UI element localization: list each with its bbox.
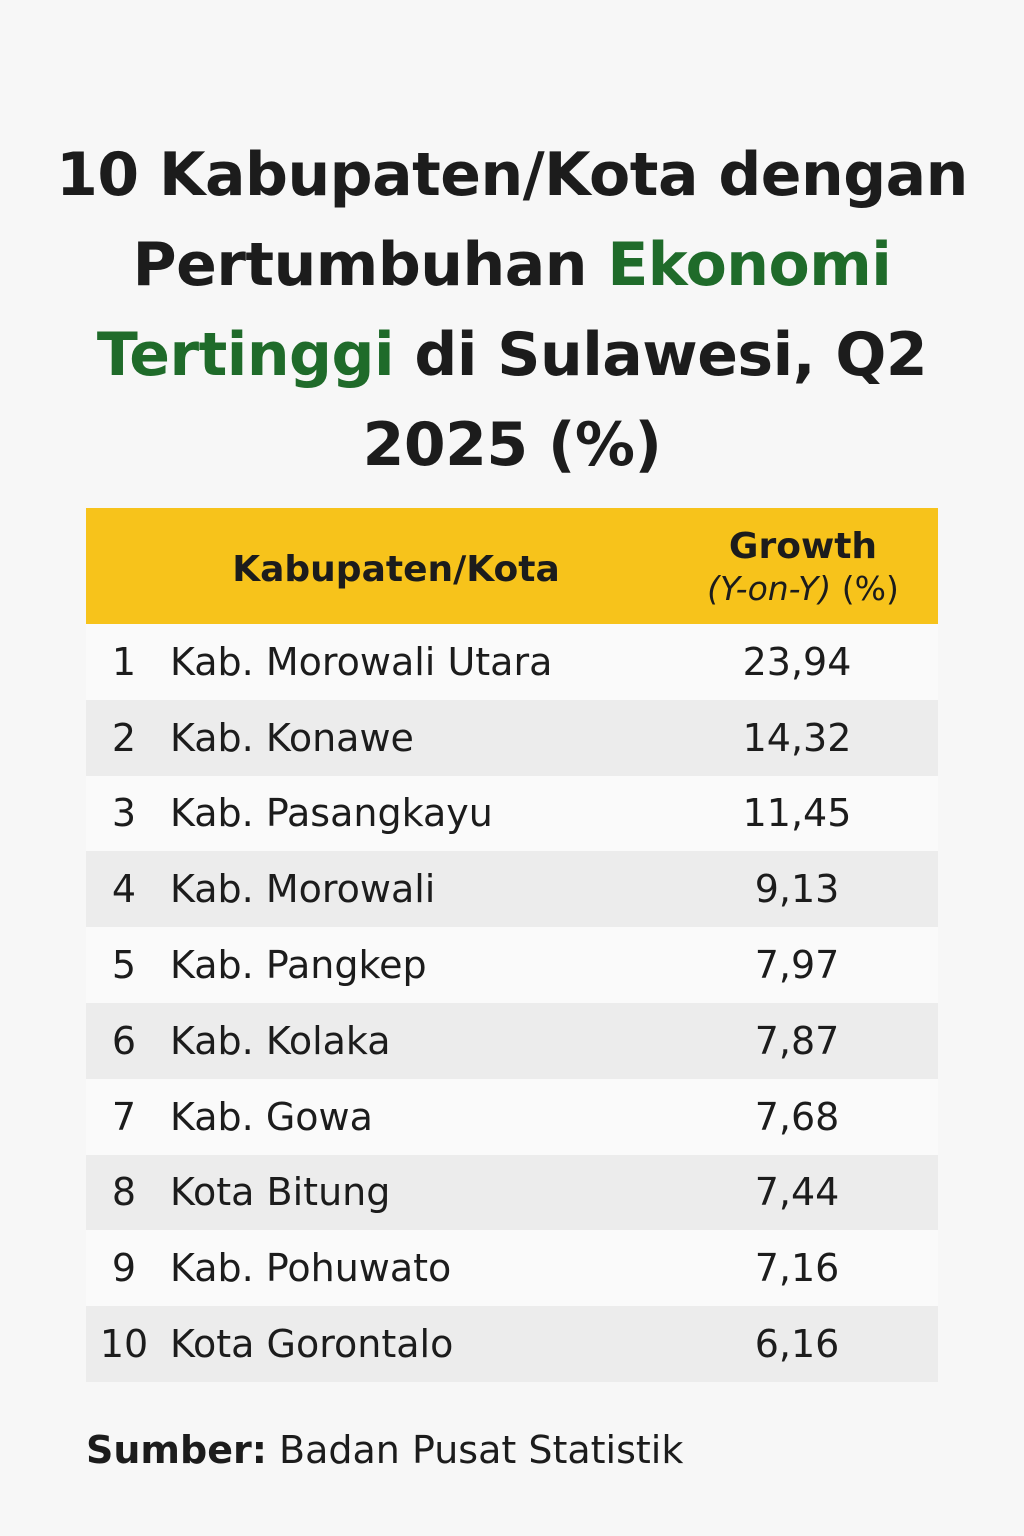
title-highlight: Ekonomi Tertinggi (96, 230, 892, 390)
value-cell: 7,44 (754, 1170, 840, 1215)
table-row: 3 Kab. Pasangkayu 11,45 (86, 775, 938, 852)
value-cell: 6,16 (754, 1322, 840, 1367)
table-body: 1 Kab. Morowali Utara 23,94 2 Kab. Konawe 14,… (86, 624, 938, 1382)
column-header-growth-line1: Growth (728, 526, 878, 567)
chart-title: 10 Kabupaten/Kota dengan Pertumbuhan Eko… (40, 130, 984, 490)
name-cell: Kota Gorontalo (170, 1322, 454, 1367)
name-cell: Kab. Kolaka (170, 1018, 391, 1063)
table-row: 10 Kota Gorontalo 6,16 (86, 1306, 938, 1382)
name-cell: Kab. Pangkep (170, 943, 427, 988)
name-cell: Kab. Morowali (170, 867, 436, 912)
table-header: Kabupaten/Kota Growth (Y-on-Y) (%) (86, 508, 938, 624)
value-cell: 7,87 (754, 1018, 840, 1063)
table-row: 8 Kota Bitung 7,44 (86, 1154, 938, 1231)
name-cell: Kab. Pasangkayu (170, 791, 493, 836)
name-cell: Kab. Morowali Utara (170, 639, 553, 684)
table-row: 5 Kab. Pangkep 7,97 (86, 927, 938, 1003)
value-cell: 11,45 (742, 791, 852, 836)
value-cell: 14,32 (742, 715, 852, 760)
rank-cell: 4 (111, 867, 137, 912)
name-cell: Kota Bitung (170, 1170, 391, 1215)
table-row: 6 Kab. Kolaka 7,87 (86, 1002, 938, 1079)
name-cell: Kab. Konawe (170, 715, 414, 760)
value-cell: 9,13 (754, 867, 840, 912)
name-cell: Kab. Gowa (170, 1094, 373, 1139)
column-header-pct: (%) (831, 569, 899, 608)
rank-cell: 1 (111, 639, 137, 684)
source-note: Sumber: Badan Pusat Statistik (86, 1428, 683, 1472)
table-row: 9 Kab. Pohuwato 7,16 (86, 1230, 938, 1307)
value-cell: 7,68 (754, 1094, 840, 1139)
table-row: 4 Kab. Morowali 9,13 (86, 851, 938, 928)
title-part1: 10 Kabupaten/Kota dengan Pertumbuhan (56, 140, 968, 300)
rank-cell: 9 (111, 1246, 137, 1291)
table-row: 1 Kab. Morowali Utara 23,94 (86, 624, 938, 700)
name-cell: Kab. Pohuwato (170, 1246, 452, 1291)
rank-cell: 10 (99, 1322, 149, 1367)
column-header-yoy: (Y-on-Y) (707, 569, 832, 608)
column-header-growth-line2: (Y-on-Y) (%) (678, 568, 928, 610)
title-part2: di Sulawesi, Q2 2025 (%) (362, 320, 928, 480)
value-cell: 23,94 (742, 639, 852, 684)
rank-cell: 2 (111, 715, 137, 760)
value-cell: 7,16 (754, 1246, 840, 1291)
rank-cell: 6 (111, 1018, 137, 1063)
table-row: 2 Kab. Konawe 14,32 (86, 699, 938, 776)
source-label: Sumber: (86, 1428, 267, 1472)
table-row: 7 Kab. Gowa 7,68 (86, 1078, 938, 1155)
source-text: Badan Pusat Statistik (266, 1428, 684, 1472)
rank-cell: 8 (111, 1170, 137, 1215)
column-header-growth: Growth (Y-on-Y) (%) (678, 526, 928, 610)
rank-cell: 7 (111, 1094, 137, 1139)
rank-cell: 5 (111, 943, 137, 988)
rank-cell: 3 (111, 791, 137, 836)
column-header-name: Kabupaten/Kota (232, 549, 560, 590)
value-cell: 7,97 (754, 943, 840, 988)
growth-table: Kabupaten/Kota Growth (Y-on-Y) (%) 1 Kab.… (86, 508, 938, 1382)
